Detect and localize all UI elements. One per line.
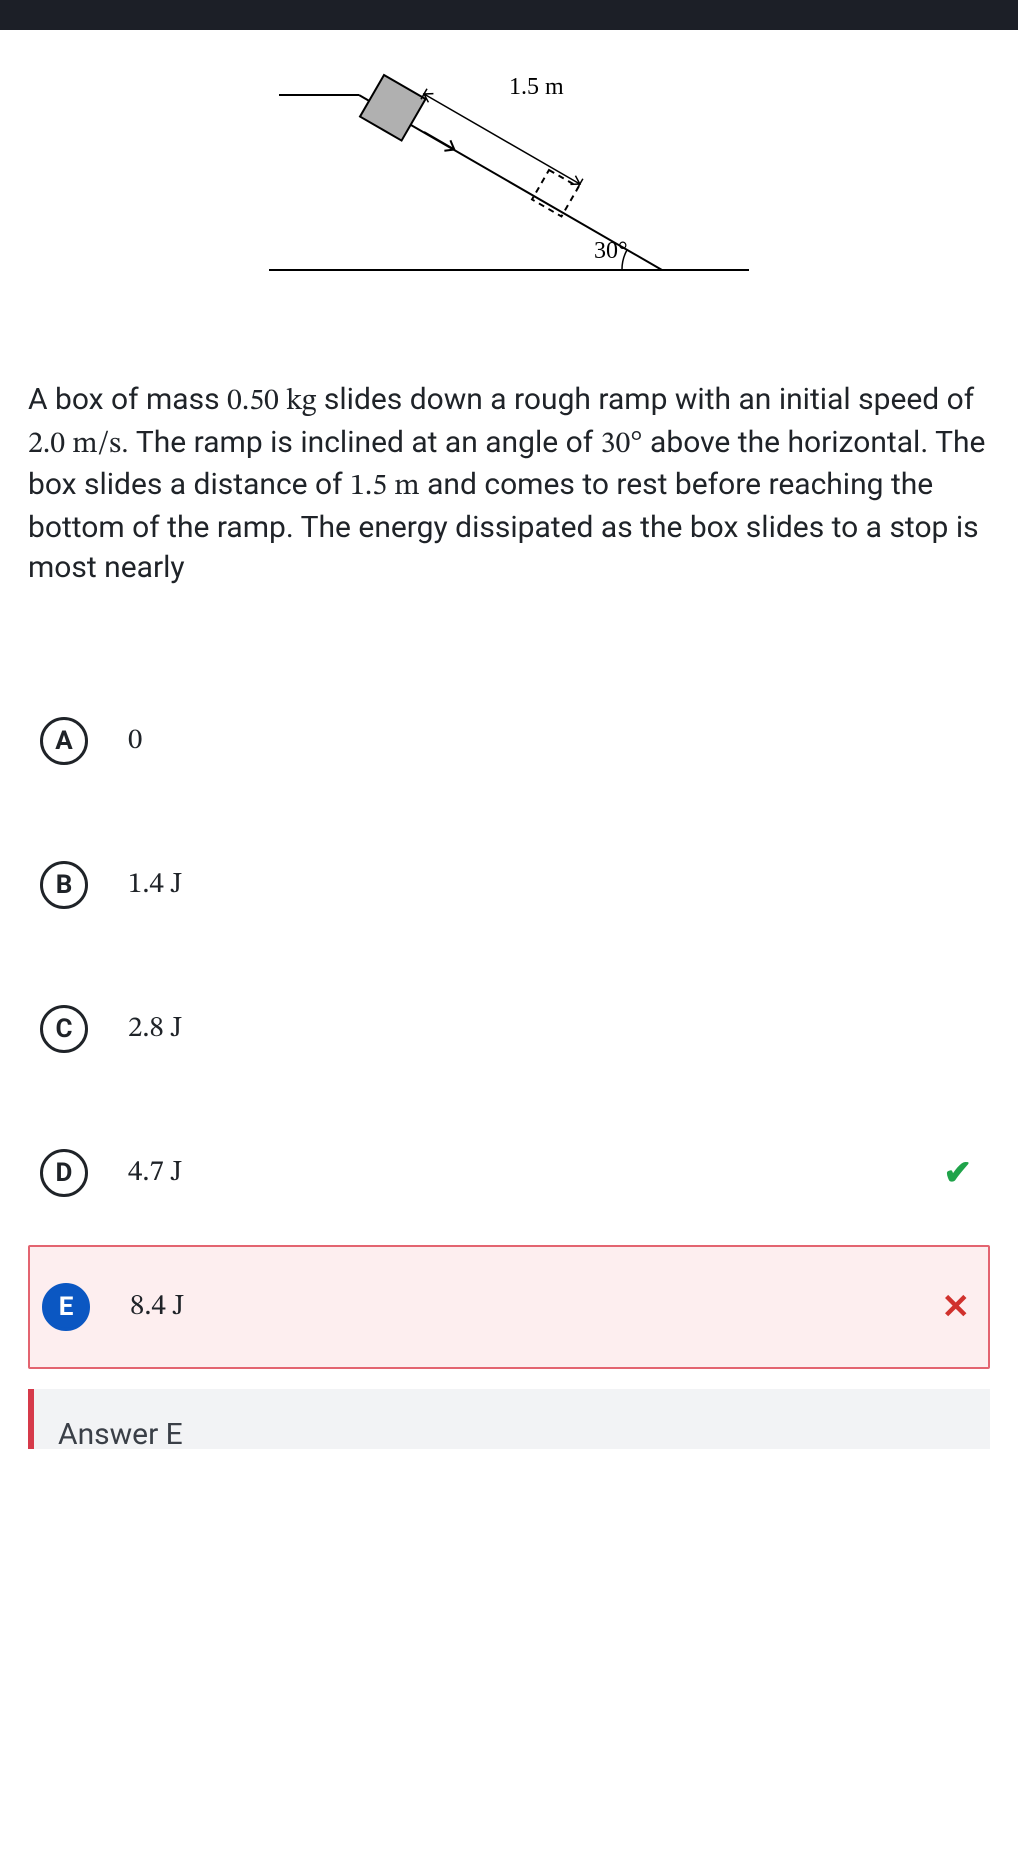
q-mass: 0.50 kg: [227, 387, 316, 417]
diagram-distance-label: 1.5 m: [509, 74, 564, 100]
choices: A 0 B 1.4 J C 2.8 J D 4.7 J ✔ E 8.4 J ✕: [28, 629, 990, 1369]
choice-letter: E: [42, 1283, 90, 1331]
check-icon: ✔: [944, 1153, 973, 1193]
x-icon: ✕: [942, 1287, 971, 1327]
choice-value: 2.8 J: [128, 1011, 182, 1047]
ramp-diagram: 1.5 m 30°: [28, 30, 990, 380]
q-m2: . The ramp is inclined at an angle of: [121, 425, 601, 460]
content: 1.5 m 30° A box of mass 0.50 kg slides d…: [0, 30, 1018, 1449]
q-m1: slides down a rough ramp with an initial…: [316, 382, 974, 417]
answer-block: Answer E: [28, 1389, 990, 1449]
answer-label: Answer E: [58, 1417, 966, 1449]
choice-a[interactable]: A 0: [28, 669, 990, 813]
diagram-angle-label: 30°: [594, 238, 628, 264]
choice-b[interactable]: B 1.4 J: [28, 813, 990, 957]
choice-c[interactable]: C 2.8 J: [28, 957, 990, 1101]
q-speed: 2.0 m/s: [28, 430, 121, 460]
q-angle: 30°: [601, 430, 643, 460]
question-text: A box of mass 0.50 kg slides down a roug…: [28, 380, 990, 629]
top-bar: [0, 0, 1018, 30]
choice-e[interactable]: E 8.4 J ✕: [28, 1245, 990, 1369]
choice-value: 8.4 J: [130, 1289, 184, 1325]
choice-value: 1.4 J: [128, 867, 182, 903]
choice-letter: C: [40, 1005, 88, 1053]
q-dist: 1.5 m: [350, 472, 420, 502]
choice-value: 4.7 J: [128, 1155, 182, 1191]
choice-letter: B: [40, 861, 88, 909]
ramp-svg: 1.5 m 30°: [249, 40, 769, 300]
q-pre: A box of mass: [28, 382, 227, 417]
choice-d[interactable]: D 4.7 J ✔: [28, 1101, 990, 1245]
choice-value: 0: [128, 723, 142, 759]
choice-letter: A: [40, 717, 88, 765]
choice-letter: D: [40, 1149, 88, 1197]
